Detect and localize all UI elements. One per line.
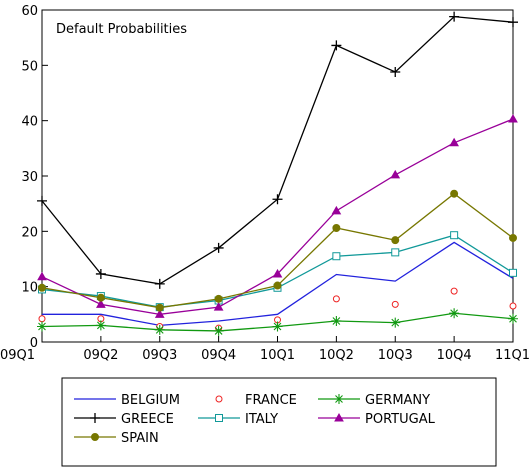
chart-title: Default Probabilities bbox=[56, 22, 187, 37]
point-germany bbox=[154, 324, 165, 335]
point-france bbox=[509, 302, 517, 310]
point-spain bbox=[96, 293, 105, 302]
point-germany bbox=[95, 320, 106, 331]
point-germany bbox=[213, 325, 224, 336]
legend-label: GREECE bbox=[121, 412, 174, 427]
y-tick-label: 20 bbox=[21, 225, 38, 240]
point-greece bbox=[95, 268, 106, 279]
y-tick-label: 0 bbox=[30, 336, 38, 351]
point-portugal bbox=[96, 299, 106, 308]
legend: BELGIUM FRANCE GERMANY GREECE ITALY PORTUGAL S… bbox=[74, 393, 436, 446]
x-tick-label: 09Q2 bbox=[83, 348, 118, 363]
legend-label: ITALY bbox=[245, 412, 278, 427]
point-greece bbox=[449, 11, 460, 22]
legend-label: SPAIN bbox=[121, 431, 159, 446]
legend-item-greece: GREECE bbox=[74, 412, 174, 427]
legend-label: BELGIUM bbox=[121, 393, 180, 408]
point-portugal bbox=[331, 205, 342, 215]
legend-marker-greece bbox=[90, 413, 100, 423]
point-germany bbox=[390, 317, 401, 328]
legend-marker-france bbox=[215, 395, 223, 403]
x-tick-label: 10Q2 bbox=[319, 348, 354, 363]
x-tick-label: 10Q1 bbox=[260, 348, 295, 363]
point-germany bbox=[508, 313, 518, 324]
legend-item-italy: ITALY bbox=[198, 412, 278, 427]
point-portugal bbox=[37, 271, 47, 281]
y-tick-label: 50 bbox=[21, 59, 38, 74]
x-tick-label: 11Q1 bbox=[495, 348, 530, 363]
point-greece bbox=[37, 195, 47, 206]
x-tick-label: 09Q3 bbox=[142, 348, 177, 363]
point-spain bbox=[38, 283, 46, 292]
point-germany bbox=[37, 321, 47, 332]
point-italy bbox=[391, 248, 400, 257]
point-italy bbox=[509, 268, 517, 277]
point-spain bbox=[332, 224, 341, 233]
point-france bbox=[332, 295, 340, 303]
point-greece bbox=[272, 194, 283, 205]
point-portugal bbox=[449, 137, 459, 147]
point-portugal bbox=[154, 309, 165, 318]
point-portugal bbox=[390, 169, 401, 179]
x-tick-label: 10Q3 bbox=[378, 348, 413, 363]
point-spain bbox=[214, 294, 223, 303]
plot-frame bbox=[41, 9, 514, 343]
y-tick-label: 60 bbox=[21, 4, 38, 19]
legend-item-belgium: BELGIUM bbox=[74, 393, 180, 408]
point-greece bbox=[213, 242, 224, 253]
x-tick-label: 10Q4 bbox=[437, 348, 472, 363]
y-tick-label: 40 bbox=[21, 115, 38, 130]
point-spain bbox=[155, 303, 164, 312]
point-spain bbox=[450, 189, 459, 198]
series-germany bbox=[37, 308, 518, 336]
point-spain bbox=[509, 233, 517, 242]
legend-marker-spain bbox=[91, 433, 99, 441]
series-greece bbox=[37, 11, 518, 289]
point-france bbox=[450, 287, 458, 295]
point-spain bbox=[273, 281, 282, 290]
series-belgium bbox=[42, 241, 514, 327]
point-portugal bbox=[508, 113, 518, 123]
x-tick-label: 09Q4 bbox=[201, 348, 236, 363]
legend-marker-portugal bbox=[334, 412, 344, 422]
legend-marker-italy bbox=[215, 414, 223, 422]
point-portugal bbox=[213, 302, 224, 311]
legend-item-germany: GERMANY bbox=[318, 393, 430, 408]
y-tick-label: 30 bbox=[21, 170, 38, 185]
y-axis: 0 10 20 30 40 50 60 bbox=[21, 4, 48, 351]
point-italy bbox=[450, 231, 459, 240]
point-germany bbox=[449, 308, 460, 319]
series-layer bbox=[37, 11, 518, 336]
point-spain bbox=[391, 236, 400, 245]
x-axis: 09Q1 09Q2 09Q3 09Q4 10Q1 10Q2 10Q3 10Q4 11Q1 bbox=[0, 336, 530, 363]
legend-box bbox=[61, 377, 497, 467]
legend-item-france: FRANCE bbox=[215, 393, 297, 408]
point-greece bbox=[331, 40, 342, 51]
legend-item-portugal: PORTUGAL bbox=[318, 412, 436, 427]
legend-marker-germany bbox=[334, 394, 344, 404]
series-spain bbox=[38, 189, 517, 312]
point-germany bbox=[331, 315, 342, 326]
legend-label: PORTUGAL bbox=[365, 412, 436, 427]
legend-label: FRANCE bbox=[245, 393, 297, 408]
legend-item-spain: SPAIN bbox=[74, 431, 159, 446]
point-greece bbox=[508, 17, 518, 28]
point-greece bbox=[154, 278, 165, 289]
point-italy bbox=[332, 252, 341, 261]
series-portugal bbox=[37, 113, 518, 318]
point-portugal bbox=[272, 268, 283, 278]
y-tick-label: 10 bbox=[21, 281, 38, 296]
series-line-greece bbox=[41, 15, 514, 285]
point-france bbox=[391, 300, 399, 308]
point-greece bbox=[390, 66, 401, 77]
series-line-belgium bbox=[42, 241, 514, 327]
x-tick-label: 09Q1 bbox=[0, 348, 35, 363]
point-germany bbox=[272, 321, 283, 332]
legend-label: GERMANY bbox=[365, 393, 430, 408]
point-france bbox=[38, 315, 46, 323]
